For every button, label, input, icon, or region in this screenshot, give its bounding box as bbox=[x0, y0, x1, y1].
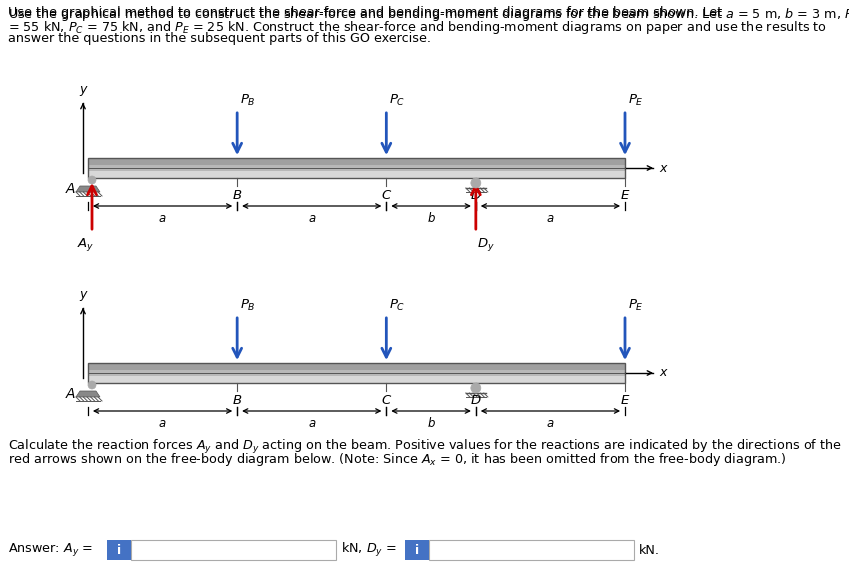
Polygon shape bbox=[88, 171, 625, 178]
Text: i: i bbox=[415, 543, 419, 557]
Polygon shape bbox=[76, 391, 100, 397]
Text: a: a bbox=[547, 212, 554, 225]
Text: D: D bbox=[470, 394, 481, 407]
Text: i: i bbox=[117, 543, 121, 557]
Text: kN, $D_y$ =: kN, $D_y$ = bbox=[341, 541, 398, 559]
Text: $A_y$: $A_y$ bbox=[77, 236, 95, 253]
Polygon shape bbox=[88, 363, 625, 370]
Text: $P_B$: $P_B$ bbox=[240, 93, 256, 108]
Text: B: B bbox=[233, 394, 242, 407]
FancyBboxPatch shape bbox=[131, 540, 336, 560]
Text: $P_E$: $P_E$ bbox=[628, 298, 644, 313]
Text: $P_E$: $P_E$ bbox=[628, 93, 644, 108]
Text: kN.: kN. bbox=[639, 543, 660, 557]
Text: a: a bbox=[159, 417, 166, 430]
Text: Calculate the reaction forces $A_y$ and $D_y$ acting on the beam. Positive value: Calculate the reaction forces $A_y$ and … bbox=[8, 438, 841, 456]
Text: A: A bbox=[65, 387, 75, 401]
Circle shape bbox=[471, 383, 481, 393]
Text: y: y bbox=[79, 83, 87, 96]
Text: E: E bbox=[621, 189, 629, 202]
Text: Answer: $A_y$ =: Answer: $A_y$ = bbox=[8, 542, 94, 558]
Polygon shape bbox=[88, 158, 625, 165]
Text: y: y bbox=[79, 288, 87, 301]
Polygon shape bbox=[88, 370, 625, 376]
Text: b: b bbox=[427, 212, 435, 225]
Text: = 55 kN, $P_C$ = 75 kN, and $P_E$ = 25 kN. Construct the shear-force and bending: = 55 kN, $P_C$ = 75 kN, and $P_E$ = 25 k… bbox=[8, 19, 827, 36]
Text: a: a bbox=[159, 212, 166, 225]
Text: B: B bbox=[233, 189, 242, 202]
Text: $P_B$: $P_B$ bbox=[240, 298, 256, 313]
Polygon shape bbox=[76, 186, 100, 192]
Text: a: a bbox=[547, 417, 554, 430]
Text: E: E bbox=[621, 394, 629, 407]
Text: A: A bbox=[65, 182, 75, 196]
Text: $D_y$: $D_y$ bbox=[477, 236, 495, 253]
Text: Use the graphical method to construct the shear-force and bending-moment diagram: Use the graphical method to construct th… bbox=[8, 6, 726, 19]
Text: Use the graphical method to construct the shear-force and bending-moment diagram: Use the graphical method to construct th… bbox=[8, 6, 849, 23]
Text: x: x bbox=[659, 366, 666, 380]
Text: C: C bbox=[382, 394, 391, 407]
FancyBboxPatch shape bbox=[107, 540, 131, 560]
Text: red arrows shown on the free-body diagram below. (Note: Since $A_x$ = 0, it has : red arrows shown on the free-body diagra… bbox=[8, 451, 787, 468]
Text: D: D bbox=[470, 189, 481, 202]
Text: C: C bbox=[382, 189, 391, 202]
Polygon shape bbox=[88, 376, 625, 383]
Text: a: a bbox=[308, 417, 315, 430]
FancyBboxPatch shape bbox=[405, 540, 429, 560]
Text: b: b bbox=[427, 417, 435, 430]
Text: x: x bbox=[659, 161, 666, 175]
Polygon shape bbox=[88, 165, 625, 171]
FancyBboxPatch shape bbox=[429, 540, 634, 560]
Circle shape bbox=[471, 178, 481, 188]
Text: $P_C$: $P_C$ bbox=[390, 298, 406, 313]
Circle shape bbox=[88, 176, 96, 184]
Text: a: a bbox=[308, 212, 315, 225]
Text: $P_C$: $P_C$ bbox=[390, 93, 406, 108]
Circle shape bbox=[88, 381, 96, 389]
Text: answer the questions in the subsequent parts of this GO exercise.: answer the questions in the subsequent p… bbox=[8, 32, 431, 45]
